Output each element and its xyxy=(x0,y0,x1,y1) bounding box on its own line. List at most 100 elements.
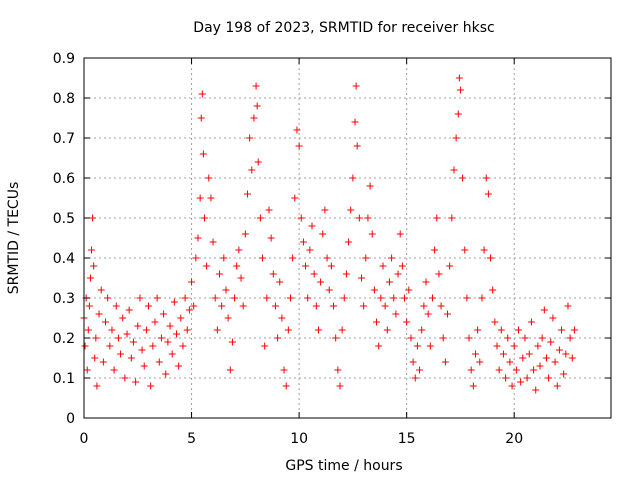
x-tick-label: 10 xyxy=(290,431,308,447)
data-point xyxy=(489,286,497,294)
data-point xyxy=(200,214,208,222)
data-point xyxy=(482,174,490,182)
data-point xyxy=(338,326,346,334)
data-point xyxy=(252,82,260,90)
data-point xyxy=(553,382,561,390)
data-point xyxy=(190,302,198,310)
data-point xyxy=(197,114,205,122)
data-point xyxy=(385,278,393,286)
data-point xyxy=(426,342,434,350)
data-point xyxy=(198,90,206,98)
data-point xyxy=(293,126,301,134)
data-point xyxy=(527,318,535,326)
data-point xyxy=(284,326,292,334)
data-point xyxy=(418,326,426,334)
data-point xyxy=(480,246,488,254)
data-point xyxy=(282,382,290,390)
data-point xyxy=(390,294,398,302)
data-point xyxy=(134,322,142,330)
data-point xyxy=(271,302,279,310)
x-tick-label: 20 xyxy=(505,431,523,447)
data-point xyxy=(125,306,133,314)
data-point xyxy=(269,270,277,278)
data-point xyxy=(379,262,387,270)
data-point xyxy=(515,326,523,334)
data-point xyxy=(213,326,221,334)
data-point xyxy=(495,366,503,374)
data-point xyxy=(416,366,424,374)
data-point xyxy=(299,238,307,246)
data-point xyxy=(502,374,510,382)
data-point xyxy=(444,310,452,318)
data-point xyxy=(405,286,413,294)
data-point xyxy=(562,350,570,358)
data-point xyxy=(570,326,578,334)
data-point xyxy=(357,274,365,282)
data-point xyxy=(401,294,409,302)
data-point xyxy=(185,306,193,314)
data-point xyxy=(362,254,370,262)
y-tick-label: 0.9 xyxy=(53,51,75,67)
data-point xyxy=(484,190,492,198)
data-point xyxy=(459,174,467,182)
data-point xyxy=(454,110,462,118)
data-point xyxy=(222,286,230,294)
data-point xyxy=(441,358,449,366)
data-point xyxy=(170,298,178,306)
data-point xyxy=(491,318,499,326)
data-point xyxy=(547,338,555,346)
data-point xyxy=(525,350,533,358)
data-point xyxy=(564,302,572,310)
data-point xyxy=(153,294,161,302)
data-point xyxy=(433,214,441,222)
data-point xyxy=(239,302,247,310)
data-point xyxy=(196,194,204,202)
data-point xyxy=(542,354,550,362)
data-point xyxy=(377,294,385,302)
data-point xyxy=(476,358,484,366)
data-point xyxy=(558,326,566,334)
data-point xyxy=(233,262,241,270)
data-point xyxy=(398,262,406,270)
data-point xyxy=(431,246,439,254)
data-point xyxy=(381,302,389,310)
data-point xyxy=(360,302,368,310)
data-point xyxy=(166,322,174,330)
y-tick-label: 0.1 xyxy=(53,371,75,387)
data-point xyxy=(424,310,432,318)
data-point xyxy=(352,82,360,90)
data-point xyxy=(394,270,402,278)
data-point xyxy=(194,234,202,242)
data-point xyxy=(267,234,275,242)
data-point xyxy=(243,190,251,198)
data-point xyxy=(104,294,112,302)
chart-title: Day 198 of 2023, SRMTID for receiver hks… xyxy=(193,20,494,36)
data-point xyxy=(286,294,294,302)
data-point xyxy=(106,342,114,350)
data-point xyxy=(132,378,140,386)
data-point xyxy=(319,230,327,238)
data-point xyxy=(237,274,245,282)
data-point xyxy=(199,150,207,158)
y-tick-label: 0.7 xyxy=(53,131,75,147)
data-point xyxy=(162,370,170,378)
data-point xyxy=(342,270,350,278)
data-point xyxy=(383,326,391,334)
data-point xyxy=(403,318,411,326)
data-point xyxy=(216,270,224,278)
x-tick-label: 5 xyxy=(187,431,196,447)
data-point xyxy=(302,262,310,270)
data-point xyxy=(85,302,93,310)
data-point xyxy=(327,262,335,270)
data-point xyxy=(506,358,514,366)
data-point xyxy=(291,194,299,202)
data-point xyxy=(478,294,486,302)
data-point xyxy=(347,206,355,214)
data-point xyxy=(155,358,163,366)
data-point xyxy=(205,174,213,182)
y-tick-label: 0.6 xyxy=(53,171,75,187)
data-point xyxy=(304,294,312,302)
data-point xyxy=(93,382,101,390)
